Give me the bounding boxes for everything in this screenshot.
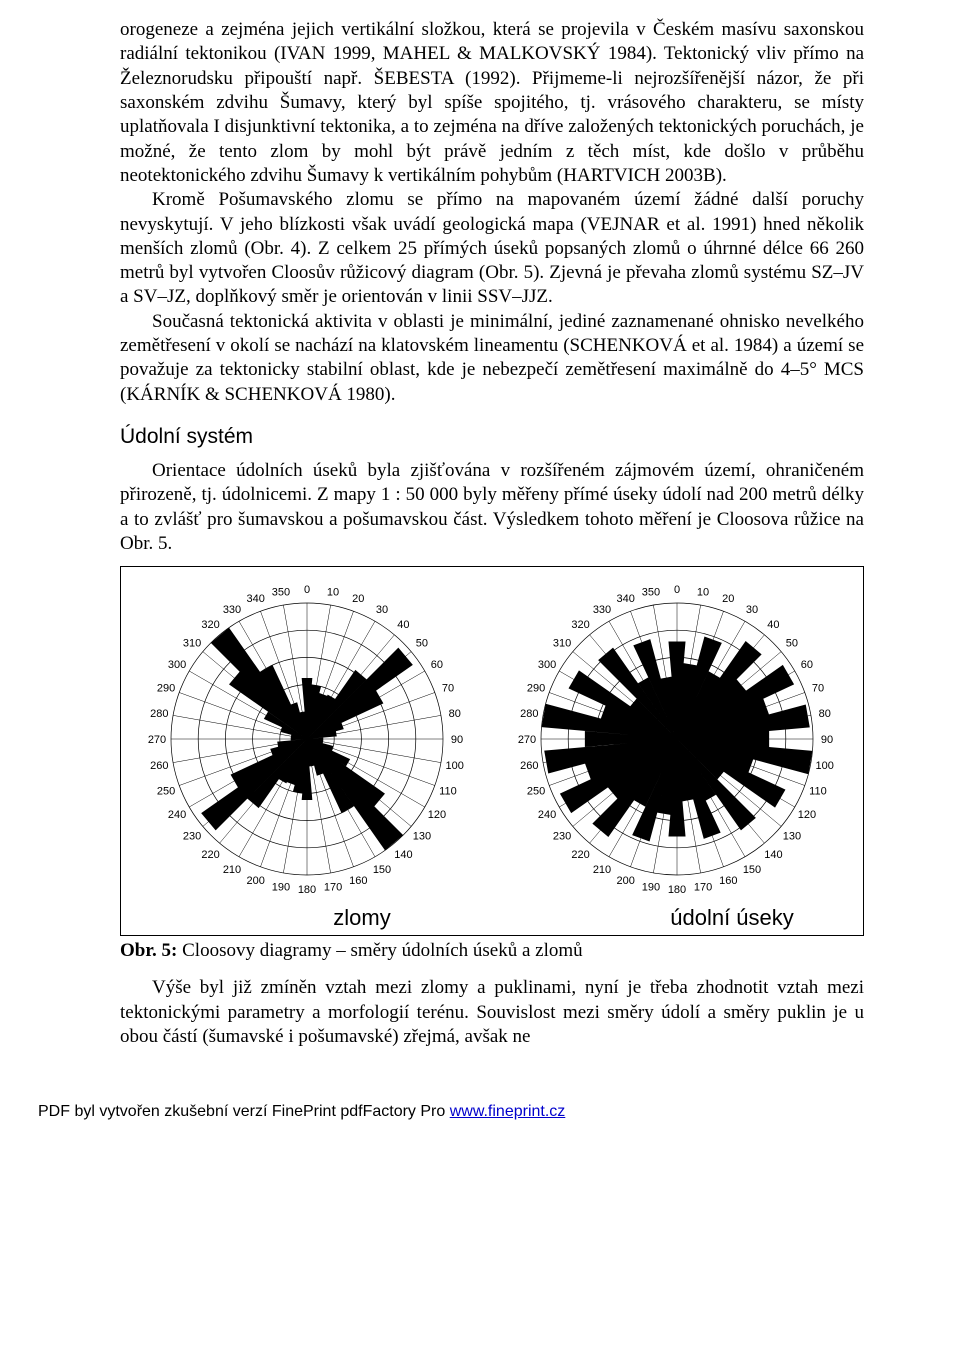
svg-text:190: 190 [642, 882, 660, 894]
svg-text:60: 60 [431, 659, 443, 671]
svg-text:0: 0 [674, 584, 680, 596]
svg-text:10: 10 [327, 587, 339, 599]
svg-text:70: 70 [442, 683, 454, 695]
svg-text:170: 170 [324, 882, 342, 894]
svg-text:180: 180 [298, 884, 316, 896]
svg-text:310: 310 [183, 638, 201, 650]
svg-text:150: 150 [743, 864, 761, 876]
svg-text:350: 350 [272, 587, 290, 599]
svg-text:280: 280 [150, 708, 168, 720]
svg-text:40: 40 [767, 619, 779, 631]
svg-text:180: 180 [668, 884, 686, 896]
svg-text:0: 0 [304, 584, 310, 596]
pdf-footer: PDF byl vytvořen zkušební verzí FinePrin… [0, 1103, 960, 1121]
svg-text:70: 70 [812, 683, 824, 695]
svg-text:údolní úseky: údolní úseky [670, 905, 794, 930]
paragraph-5: Výše byl již zmíněn vztah mezi zlomy a p… [120, 976, 864, 1049]
svg-text:190: 190 [272, 882, 290, 894]
svg-text:230: 230 [553, 831, 571, 843]
svg-text:zlomy: zlomy [333, 905, 390, 930]
svg-text:60: 60 [801, 659, 813, 671]
figure-5-box: 0102030405060708090100110120130140150160… [120, 566, 864, 936]
svg-text:290: 290 [527, 683, 545, 695]
svg-text:210: 210 [593, 864, 611, 876]
section-heading: Údolní systém [120, 425, 864, 449]
figure-5-caption-bold: Obr. 5: [120, 940, 177, 961]
svg-text:310: 310 [553, 638, 571, 650]
svg-text:120: 120 [798, 809, 816, 821]
svg-text:220: 220 [571, 849, 589, 861]
svg-text:120: 120 [428, 809, 446, 821]
page: orogeneze a zejména jejich vertikální sl… [0, 0, 960, 1067]
svg-text:320: 320 [571, 619, 589, 631]
svg-text:80: 80 [819, 708, 831, 720]
svg-text:170: 170 [694, 882, 712, 894]
svg-text:270: 270 [148, 734, 166, 746]
figure-5-caption: Obr. 5: Cloosovy diagramy – směry údolní… [120, 940, 864, 962]
svg-text:50: 50 [416, 638, 428, 650]
svg-text:30: 30 [746, 604, 758, 616]
svg-text:240: 240 [538, 809, 556, 821]
svg-text:10: 10 [697, 587, 709, 599]
svg-text:20: 20 [722, 593, 734, 605]
svg-text:290: 290 [157, 683, 175, 695]
svg-text:300: 300 [168, 659, 186, 671]
svg-text:280: 280 [520, 708, 538, 720]
svg-text:110: 110 [809, 786, 827, 798]
svg-text:340: 340 [617, 593, 635, 605]
svg-text:160: 160 [719, 875, 737, 887]
footer-text: PDF byl vytvořen zkušební verzí FinePrin… [38, 1103, 450, 1120]
svg-text:20: 20 [352, 593, 364, 605]
svg-text:100: 100 [816, 760, 834, 772]
paragraph-4: Orientace údolních úseků byla zjišťována… [120, 459, 864, 556]
svg-text:200: 200 [617, 875, 635, 887]
rose-diagram-zlomy: 0 10 20 30 40 5060 70 80 90 100 110 120 130140150 160… [127, 573, 487, 933]
svg-text:160: 160 [349, 875, 367, 887]
svg-text:340: 340 [247, 593, 265, 605]
svg-text:80: 80 [449, 708, 461, 720]
svg-text:320: 320 [201, 619, 219, 631]
svg-text:30: 30 [376, 604, 388, 616]
svg-text:350: 350 [642, 587, 660, 599]
svg-text:140: 140 [764, 849, 782, 861]
figure-5-caption-text: Cloosovy diagramy – směry údolních úseků… [177, 940, 582, 961]
svg-text:200: 200 [247, 875, 265, 887]
svg-text:140: 140 [394, 849, 412, 861]
svg-text:260: 260 [150, 760, 168, 772]
paragraph-3: Současná tektonická aktivita v oblasti j… [120, 310, 864, 407]
svg-text:90: 90 [451, 734, 463, 746]
svg-text:230: 230 [183, 831, 201, 843]
rose-diagram-udolni-useky: 0 10 20 30 40 5060 70 80 90 100 110 120 130140150 160… [497, 573, 857, 933]
svg-text:150: 150 [373, 864, 391, 876]
svg-text:130: 130 [783, 831, 801, 843]
svg-text:50: 50 [786, 638, 798, 650]
svg-text:40: 40 [397, 619, 409, 631]
svg-text:250: 250 [157, 786, 175, 798]
svg-text:130: 130 [413, 831, 431, 843]
footer-link[interactable]: www.fineprint.cz [450, 1103, 566, 1120]
svg-text:90: 90 [821, 734, 833, 746]
paragraph-1: orogeneze a zejména jejich vertikální sl… [120, 18, 864, 188]
svg-text:330: 330 [223, 604, 241, 616]
svg-text:240: 240 [168, 809, 186, 821]
svg-text:100: 100 [446, 760, 464, 772]
svg-text:210: 210 [223, 864, 241, 876]
svg-text:330: 330 [593, 604, 611, 616]
svg-text:260: 260 [520, 760, 538, 772]
svg-text:110: 110 [439, 786, 457, 798]
paragraph-2: Kromě Pošumavského zlomu se přímo na map… [120, 188, 864, 310]
svg-text:300: 300 [538, 659, 556, 671]
svg-text:220: 220 [201, 849, 219, 861]
svg-text:270: 270 [518, 734, 536, 746]
svg-text:250: 250 [527, 786, 545, 798]
